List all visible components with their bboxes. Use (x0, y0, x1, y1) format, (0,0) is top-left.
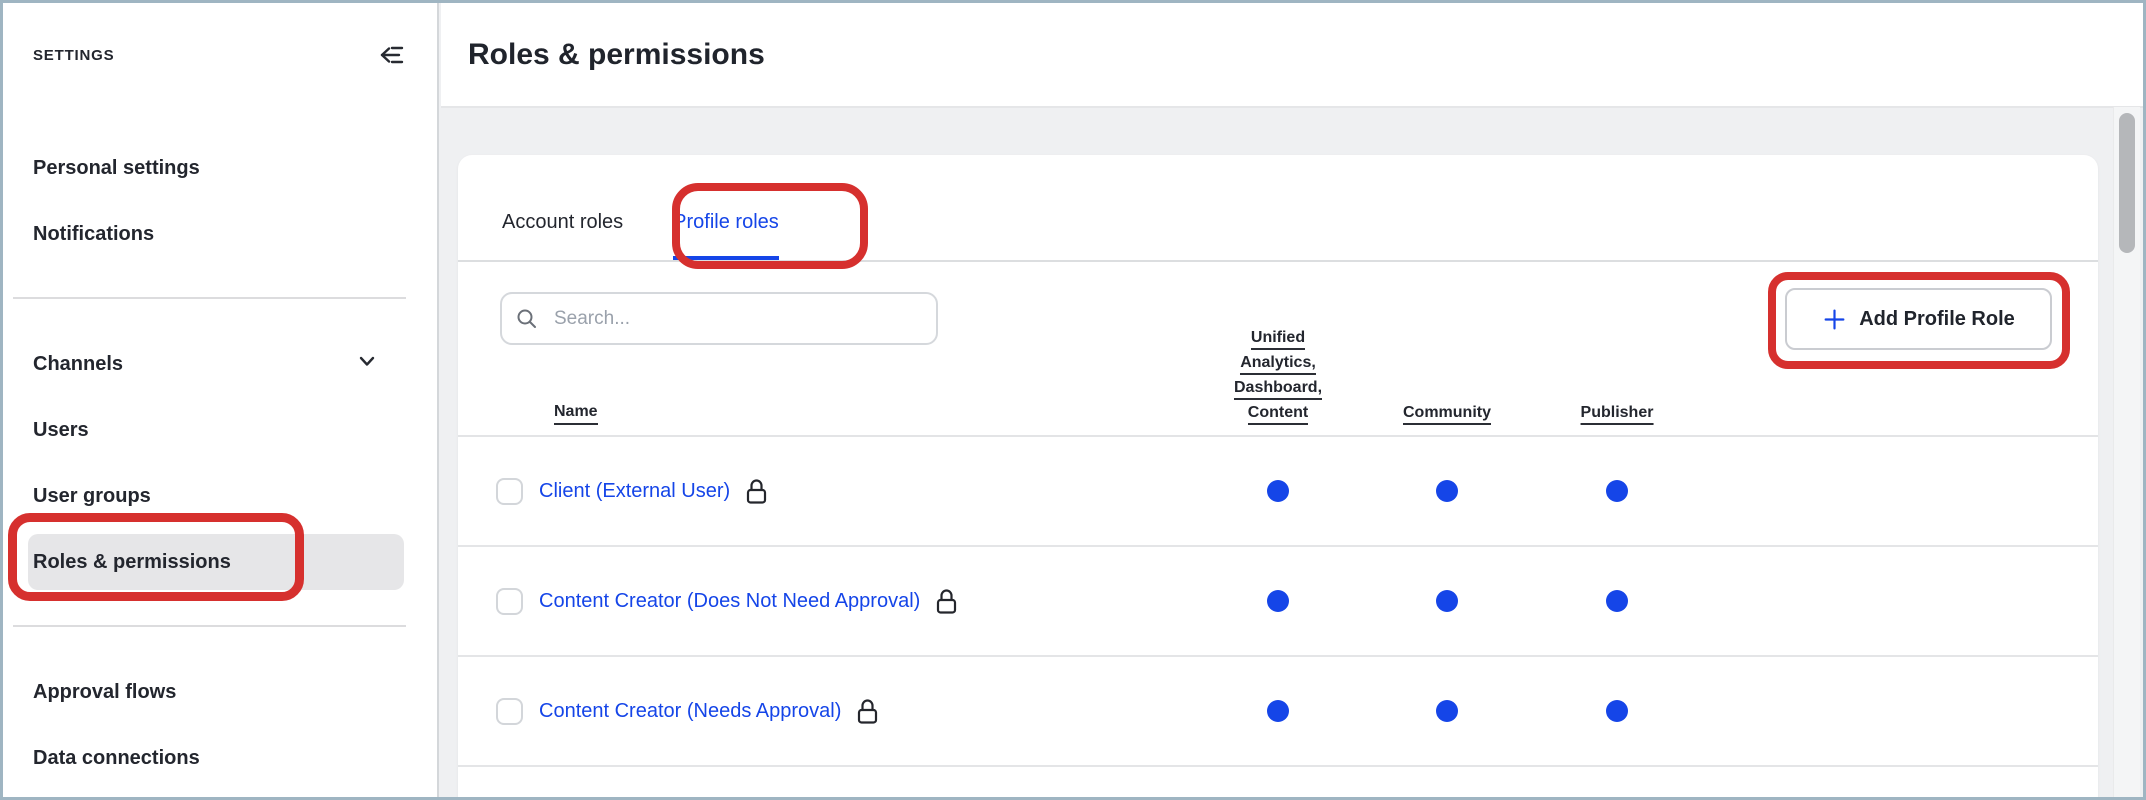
lock-icon (935, 588, 958, 615)
settings-sidebar: SETTINGS Personal settings Notifications C… (3, 3, 439, 797)
sidebar-item-notifications[interactable]: Notifications (3, 201, 437, 267)
sidebar-title: SETTINGS (33, 46, 115, 64)
tab-profile-roles[interactable]: Profile roles (673, 211, 779, 260)
sidebar-item-approval-flows[interactable]: Approval flows (3, 659, 437, 725)
lock-icon (856, 698, 879, 725)
permission-dot (1267, 590, 1289, 612)
sidebar-item-personal-settings[interactable]: Personal settings (3, 135, 437, 201)
lock-icon (745, 478, 768, 505)
page-title: Roles & permissions (468, 37, 765, 71)
row-checkbox[interactable] (496, 697, 523, 725)
table-row: Content Creator (Does Not Need Approval) (458, 547, 2098, 657)
sidebar-item-label: Approval flows (33, 680, 177, 703)
tab-account-roles[interactable]: Account roles (502, 211, 624, 233)
column-header-line: Community (1403, 404, 1491, 425)
sidebar-nav: Personal settings Notifications Channels Us… (3, 135, 437, 791)
collapse-left-icon (377, 41, 405, 69)
permission-dot (1606, 480, 1628, 502)
sidebar-header: SETTINGS (3, 3, 437, 71)
column-header-unified-analytics-dashboard-content[interactable]: Unified Analytics, Dashboard, Content (1233, 325, 1323, 425)
sidebar-item-label: Users (33, 418, 89, 441)
sidebar-item-label: Personal settings (33, 156, 200, 179)
tab-bar: Account roles Profile roles (458, 155, 2098, 262)
sidebar-item-label: Roles & permissions (33, 550, 231, 573)
sidebar-item-user-groups[interactable]: User groups (3, 463, 437, 529)
permission-dot (1606, 590, 1628, 612)
table-body: Client (External User) Content Creator (D… (458, 437, 2098, 767)
vertical-scrollbar[interactable] (2113, 107, 2140, 797)
table-header-row: Name Unified Analytics, Dashboard, Content C… (458, 305, 2098, 437)
scrollbar-thumb[interactable] (2119, 113, 2135, 253)
sidebar-item-roles-permissions[interactable]: Roles & permissions (3, 529, 437, 595)
chevron-down-icon (356, 350, 378, 378)
column-header-line: Publisher (1580, 404, 1654, 425)
collapse-sidebar-button[interactable] (375, 39, 407, 71)
row-checkbox[interactable] (496, 587, 523, 615)
sidebar-item-channels[interactable]: Channels (3, 331, 437, 397)
search-input[interactable] (500, 292, 938, 345)
sidebar-item-data-connections[interactable]: Data connections (3, 725, 437, 791)
role-link-content-creator-does-not-need-approval[interactable]: Content Creator (Does Not Need Approval) (539, 589, 921, 612)
search-wrap (500, 292, 938, 345)
permission-dot (1436, 590, 1458, 612)
table-row: Content Creator (Needs Approval) (458, 657, 2098, 767)
sidebar-divider (13, 625, 406, 627)
add-profile-role-button[interactable]: Add Profile Role (1785, 288, 2052, 350)
roles-card: Account roles Profile roles Add Profile R… (458, 155, 2098, 797)
plus-icon (1822, 307, 1847, 332)
sidebar-item-users[interactable]: Users (3, 397, 437, 463)
column-header-community[interactable]: Community (1403, 400, 1491, 425)
sidebar-item-label: Notifications (33, 222, 155, 245)
sidebar-divider (13, 297, 406, 299)
column-header-line: Analytics, (1240, 354, 1316, 375)
sidebar-item-label: Channels (33, 352, 124, 375)
table-row: Client (External User) (458, 437, 2098, 547)
column-header-line: Unified (1250, 329, 1306, 350)
permission-dot (1606, 700, 1628, 722)
main-header: Roles & permissions (441, 3, 2143, 108)
search-icon (515, 307, 539, 331)
row-checkbox[interactable] (496, 477, 523, 505)
role-link-client-external-user[interactable]: Client (External User) (539, 479, 731, 502)
permission-dot (1436, 700, 1458, 722)
permission-dot (1267, 700, 1289, 722)
column-header-line: Dashboard, (1233, 379, 1323, 400)
column-header-line: Content (1247, 404, 1309, 425)
column-header-name[interactable]: Name (554, 403, 598, 425)
role-link-content-creator-needs-approval[interactable]: Content Creator (Needs Approval) (539, 699, 842, 722)
add-profile-role-label: Add Profile Role (1859, 307, 2015, 330)
sidebar-item-label: User groups (33, 484, 151, 507)
sidebar-item-label: Data connections (33, 746, 200, 769)
permission-dot (1436, 480, 1458, 502)
column-header-publisher[interactable]: Publisher (1580, 400, 1654, 425)
permission-dot (1267, 480, 1289, 502)
